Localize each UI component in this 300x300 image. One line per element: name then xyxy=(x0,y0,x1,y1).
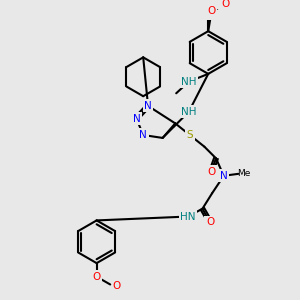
Text: Me: Me xyxy=(238,169,251,178)
Text: NH: NH xyxy=(181,107,196,117)
Text: O: O xyxy=(92,272,101,282)
Text: O: O xyxy=(206,218,214,227)
Text: NH: NH xyxy=(181,76,196,87)
Text: O: O xyxy=(204,9,212,19)
Text: N: N xyxy=(144,101,152,111)
Text: N: N xyxy=(133,113,140,124)
Text: N: N xyxy=(139,130,147,140)
Text: O: O xyxy=(222,0,230,9)
Text: O: O xyxy=(207,167,215,177)
Text: S: S xyxy=(187,130,193,140)
Text: HN: HN xyxy=(180,212,196,221)
Text: O: O xyxy=(112,281,120,291)
Text: O: O xyxy=(207,6,215,16)
Text: N: N xyxy=(220,171,228,181)
